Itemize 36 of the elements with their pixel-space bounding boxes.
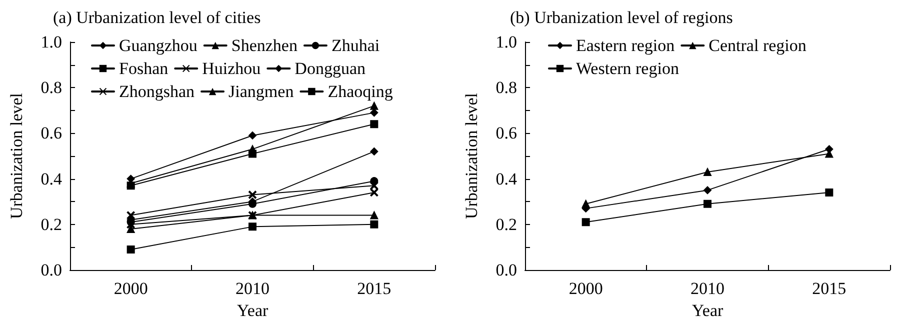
- y-tick-label: 1.0: [40, 32, 62, 52]
- x-axis-title: Year: [236, 301, 268, 320]
- legend-label: Western region: [576, 59, 680, 78]
- x-tick-label: 2010: [690, 279, 724, 298]
- y-tick-label: 0.8: [40, 78, 62, 98]
- legend-label: Zhaoqing: [328, 82, 394, 101]
- y-tick-label: 0.2: [40, 214, 62, 234]
- y-tick-label: 0.6: [40, 124, 62, 143]
- legend-label: Huizhou: [202, 59, 262, 78]
- y-tick-label: 0.4: [40, 169, 62, 188]
- legend-label: Guangzhou: [119, 36, 198, 55]
- y-tick-label: 0.6: [496, 124, 517, 143]
- legend-label: Dongguan: [294, 59, 366, 78]
- x-tick-label: 2000: [114, 279, 148, 298]
- y-tick-label: 0.0: [496, 260, 517, 280]
- y-tick-label: 0.2: [496, 214, 517, 234]
- x-tick-label: 2015: [357, 279, 392, 298]
- legend-label: Zhongshan: [119, 82, 196, 101]
- legend-label: Eastern region: [576, 36, 676, 55]
- legend-label: Foshan: [119, 59, 169, 78]
- y-axis-title: Urbanization level: [7, 92, 26, 220]
- legend-label: Zhuhai: [331, 36, 380, 55]
- y-tick-label: 0.0: [40, 260, 62, 280]
- x-tick-label: 2015: [812, 279, 846, 298]
- y-axis-title: Urbanization level: [462, 92, 481, 220]
- x-axis-title: Year: [692, 301, 724, 320]
- chart-title: (b) Urbanization level of regions: [510, 8, 733, 27]
- legend-label: Shenzhen: [231, 36, 298, 55]
- chart-title: (a) Urbanization level of cities: [53, 8, 261, 27]
- legend-label: Jiangmen: [228, 82, 294, 101]
- y-tick-label: 0.4: [496, 169, 518, 188]
- legend-label: Central region: [708, 36, 807, 55]
- x-tick-label: 2000: [568, 279, 603, 298]
- y-tick-label: 0.8: [496, 78, 517, 98]
- y-tick-label: 1.0: [496, 32, 517, 52]
- x-tick-label: 2010: [236, 279, 270, 298]
